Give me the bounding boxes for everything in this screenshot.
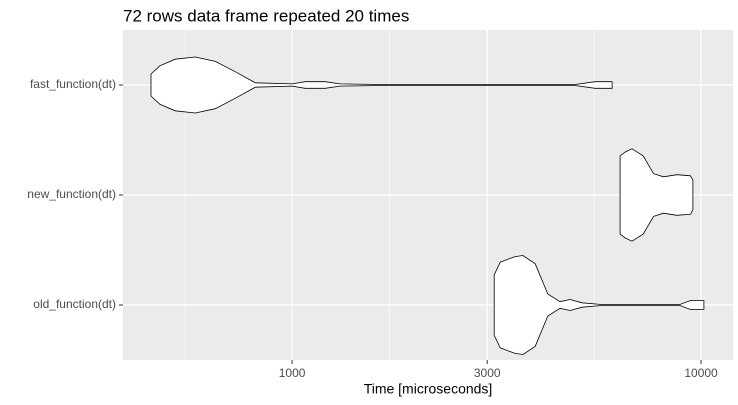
x-tick-label: 3000 [474, 366, 501, 380]
y-tick-label: new_function(dt) [27, 187, 116, 201]
chart-title: 72 rows data frame repeated 20 times [123, 6, 409, 25]
y-tick-label: old_function(dt) [33, 297, 116, 311]
x-tick-label: 1000 [279, 366, 306, 380]
x-tick-label: 10000 [684, 366, 718, 380]
y-tick-label: fast_function(dt) [30, 77, 116, 91]
violin [493, 255, 705, 355]
violin [619, 148, 694, 242]
violin [150, 56, 613, 114]
x-axis-title: Time [microseconds] [364, 381, 493, 397]
